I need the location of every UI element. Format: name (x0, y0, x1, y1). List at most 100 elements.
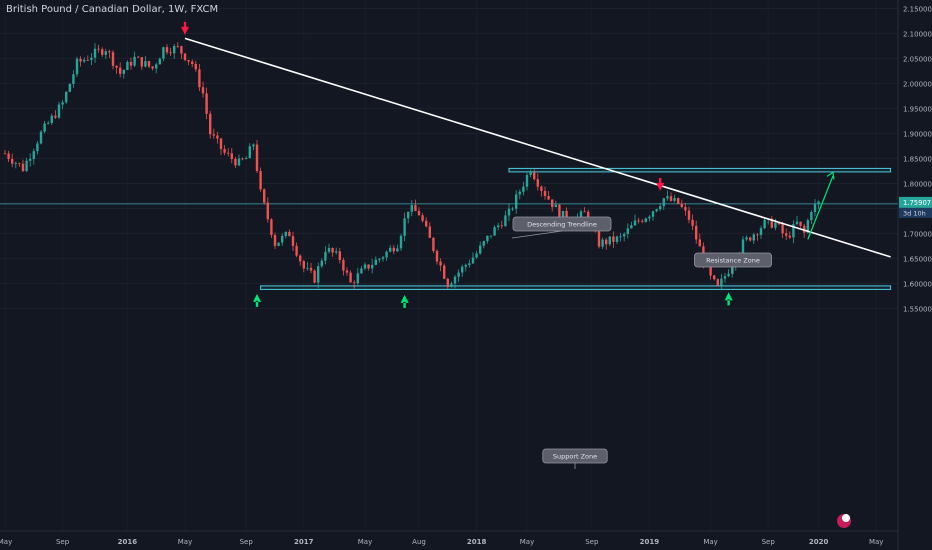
candle-body (457, 272, 460, 277)
candle-body (713, 275, 716, 280)
candle-body (216, 135, 219, 139)
candle-body (486, 235, 489, 242)
support-zone (260, 285, 892, 290)
candle-body (756, 234, 759, 236)
price-axis[interactable]: 2.15000 2.10000 2.05000 2.00000 1.95000 1.900… (903, 5, 932, 313)
price-badges: 1.75907 3d 10h (899, 196, 932, 218)
resistance-zone (508, 167, 892, 173)
candle-body (363, 264, 367, 269)
candle-body (673, 198, 676, 201)
candle-body (295, 245, 298, 256)
candle-body (727, 273, 730, 277)
candle-body (407, 211, 410, 219)
x-tick-label: May (178, 538, 192, 546)
candle-body (158, 58, 161, 65)
candle-body (126, 61, 129, 70)
candle-body (471, 257, 475, 264)
candle-body (583, 211, 586, 213)
candle-body (461, 266, 464, 273)
candle-body (18, 163, 21, 165)
candle-body (716, 279, 719, 286)
candle-body (533, 172, 536, 180)
candle-body (410, 205, 413, 212)
candle-body (396, 248, 399, 252)
candle-body (464, 265, 467, 267)
y-tick-label: 1.60000 (903, 280, 932, 288)
candle-body (133, 56, 136, 66)
candle-body (219, 138, 223, 149)
candle-body (392, 247, 395, 252)
candle-body (403, 218, 406, 236)
x-tick-label: 2020 (809, 538, 829, 546)
time-axis[interactable]: May Sep 2016 May Sep 2017 May Aug 2018 May Sep 2019… (0, 538, 883, 546)
chart-grid (0, 7, 898, 309)
y-tick-label: 1.70000 (903, 230, 932, 238)
candle-body (619, 236, 622, 238)
candle-body (626, 228, 629, 235)
candle-body (86, 59, 89, 61)
candle-body (741, 239, 745, 254)
candle-body (180, 46, 183, 54)
candle-body (43, 123, 46, 132)
candle-body (79, 58, 82, 62)
candle-body (191, 61, 194, 65)
candle-body (72, 74, 75, 84)
candle-body (176, 46, 179, 47)
candle-body (612, 236, 615, 242)
candle-body (111, 52, 115, 66)
candle-body (659, 206, 662, 210)
candle-body (749, 237, 752, 241)
candle-body (669, 196, 673, 201)
candle-body (432, 237, 435, 251)
countdown-text: 3d 10h (903, 209, 926, 217)
candle-body (331, 247, 334, 253)
candle-body (414, 205, 417, 212)
y-tick-label: 1.85000 (903, 155, 932, 163)
candle-body (601, 239, 604, 247)
candle-body (378, 258, 381, 260)
candle-body (489, 235, 493, 237)
candle-body (39, 131, 43, 144)
y-tick-label: 2.15000 (903, 5, 932, 13)
candle-body (677, 198, 680, 204)
candle-body (806, 220, 809, 233)
candle-body (108, 51, 111, 53)
candle-body (140, 57, 143, 67)
x-tick-label: Sep (240, 538, 254, 546)
candle-body (68, 83, 71, 92)
candle-body (720, 278, 723, 286)
candle-body (666, 196, 669, 199)
candle-body (759, 228, 763, 236)
candle-body (723, 276, 727, 279)
candle-body (605, 239, 608, 245)
candle-body (241, 158, 244, 160)
candle-body (374, 259, 377, 265)
candle-body (428, 226, 431, 238)
candle-body (579, 211, 583, 218)
candle-body (608, 236, 611, 245)
y-tick-label: 1.55000 (903, 305, 932, 313)
candle-body (270, 219, 273, 236)
countdown-badge (899, 207, 932, 218)
candle-body (273, 235, 277, 246)
candle-body (630, 225, 633, 229)
candle-body (554, 204, 557, 208)
y-tick-label: 2.10000 (903, 30, 932, 38)
zones (0, 167, 898, 290)
candle-body (248, 146, 251, 159)
candle-body (691, 219, 694, 226)
x-tick-label: 2018 (467, 538, 487, 546)
candle-body (774, 222, 777, 228)
candle-body (320, 260, 323, 267)
candle-body (227, 152, 230, 154)
candle-body (309, 267, 313, 271)
candle-body (14, 163, 17, 165)
candle-body (349, 272, 352, 283)
candle-body (446, 278, 449, 287)
candle-body (507, 208, 511, 216)
candle-body (360, 268, 363, 274)
candle-body (281, 235, 284, 243)
candle-body (57, 104, 61, 118)
candle-body (803, 225, 806, 233)
